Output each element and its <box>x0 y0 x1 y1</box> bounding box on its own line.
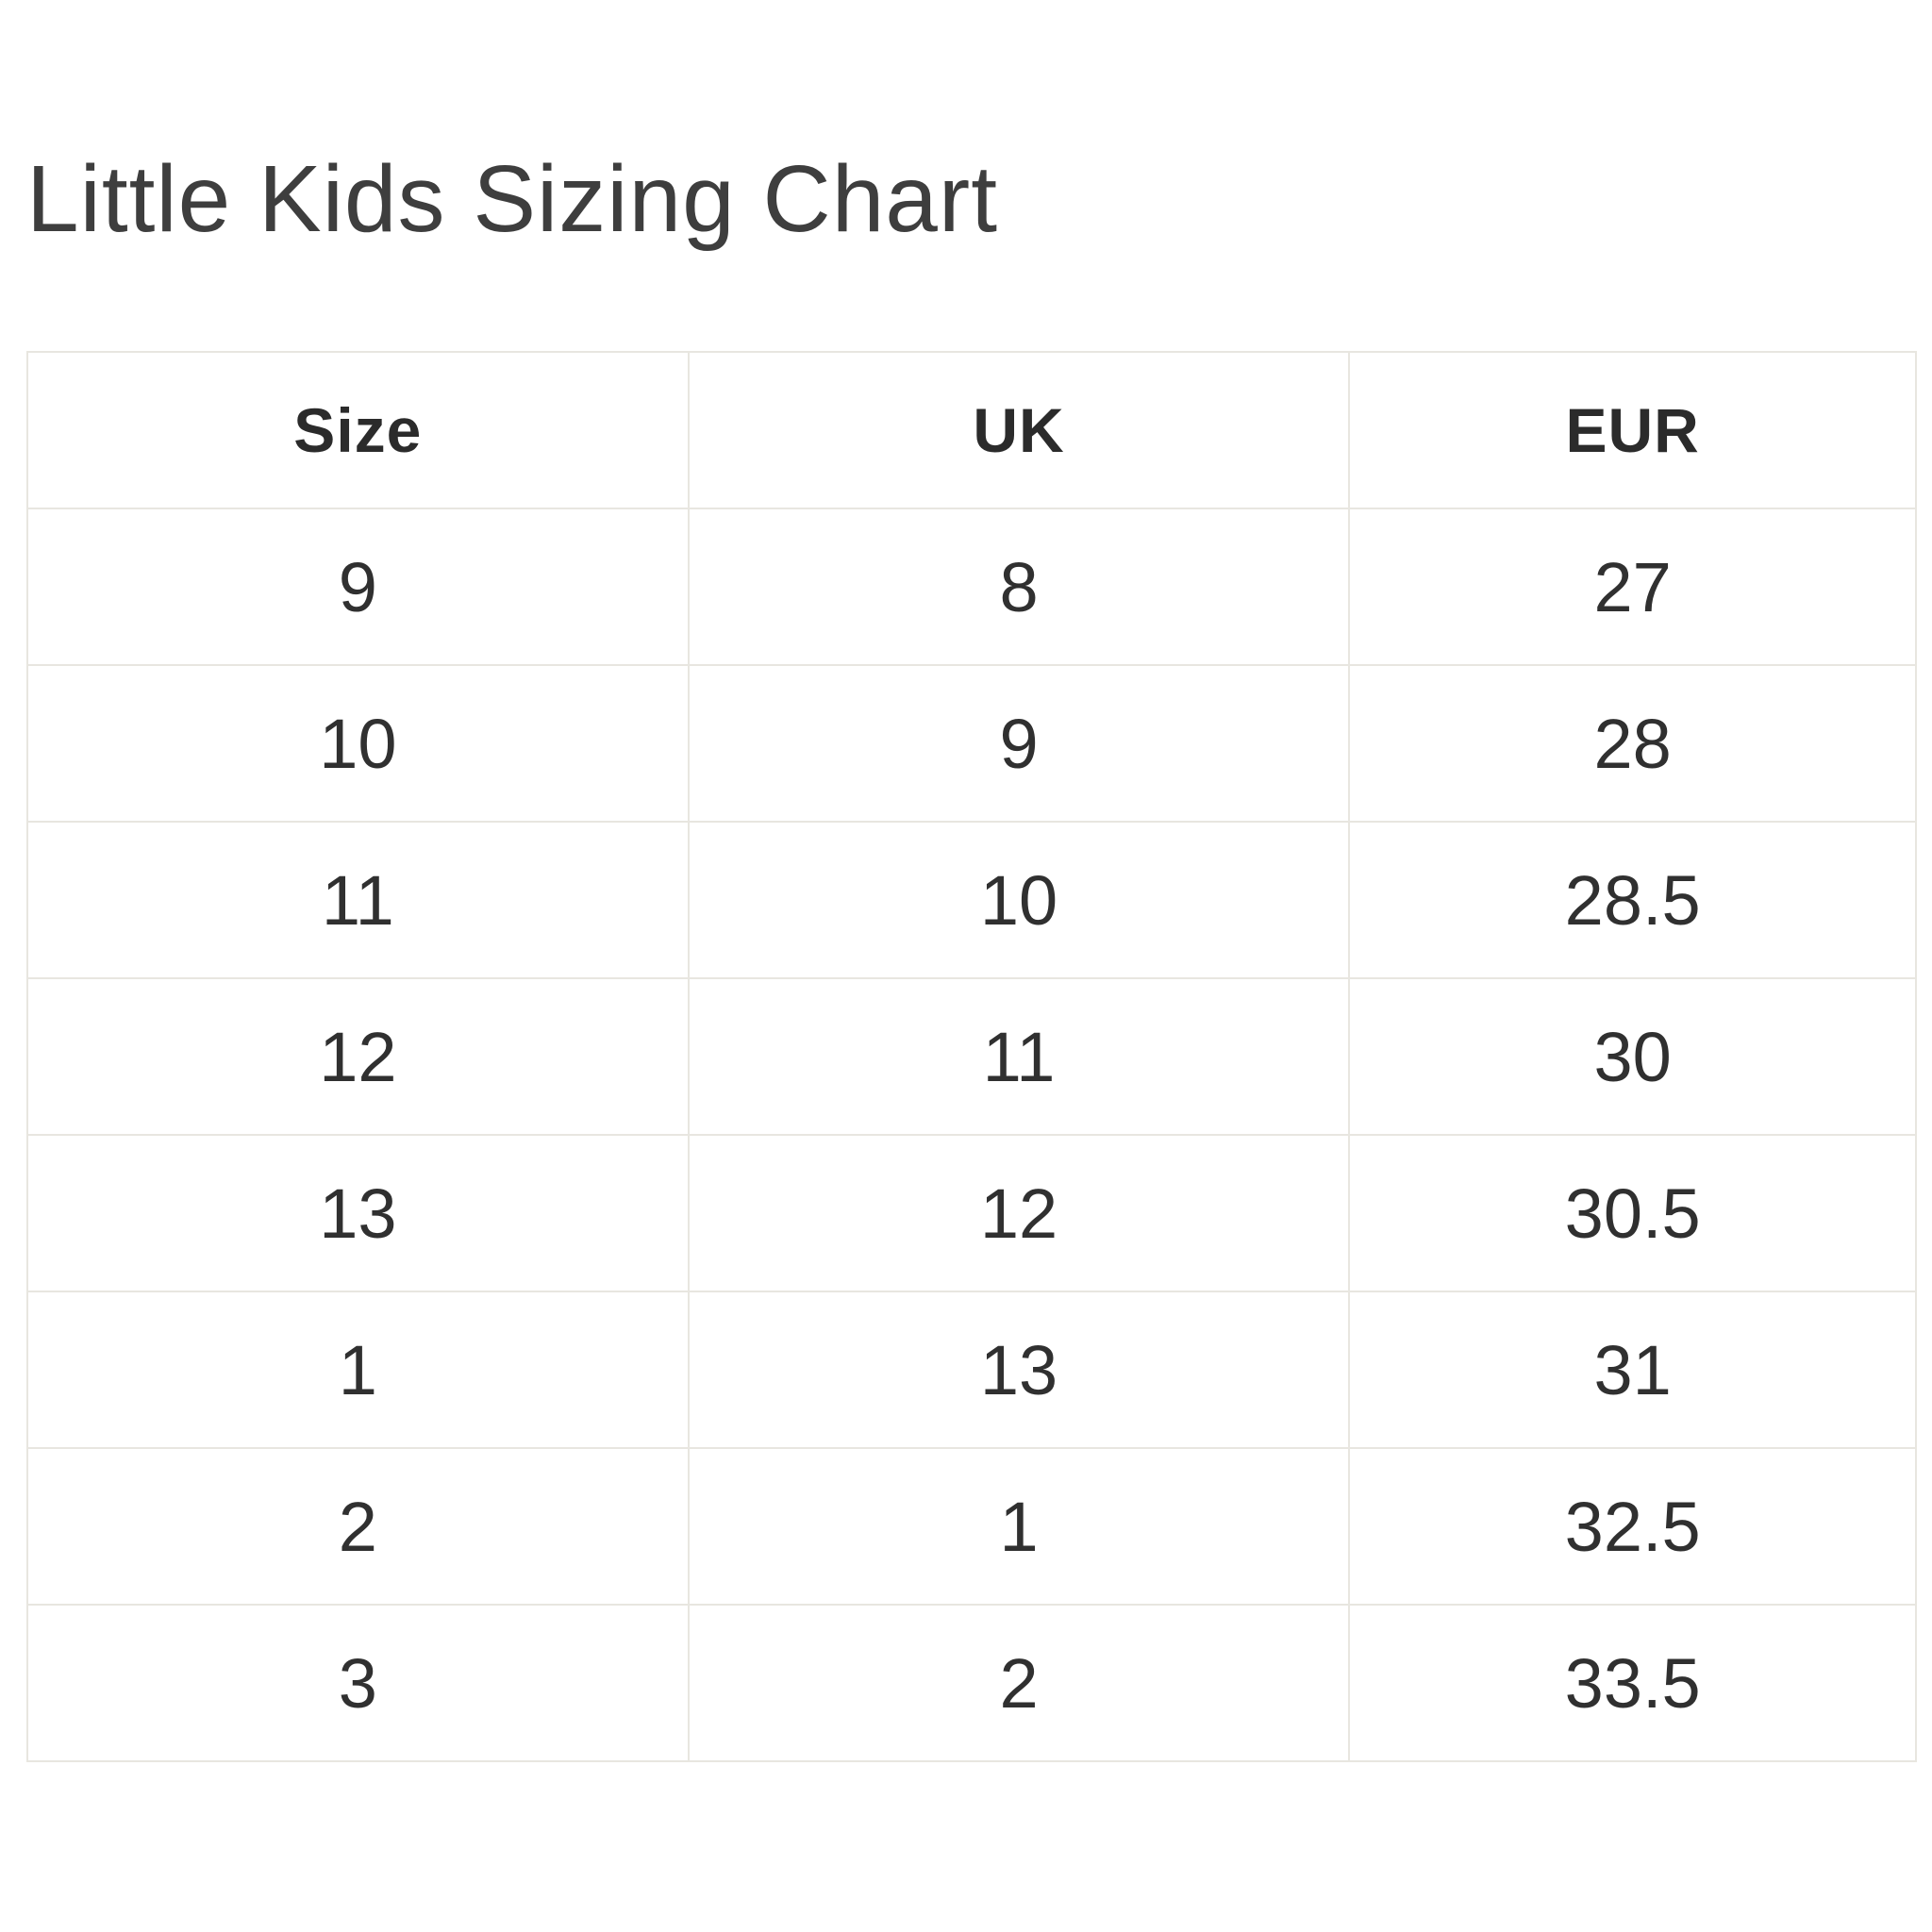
size-cell: 12 <box>26 977 690 1136</box>
uk-cell: 1 <box>687 1447 1351 1606</box>
eur-cell: 30 <box>1348 977 1917 1136</box>
size-cell: 3 <box>26 1604 690 1762</box>
uk-cell: 13 <box>687 1291 1351 1449</box>
table-row: 3 2 33.5 <box>26 1604 1917 1762</box>
sizing-table: Size UK EUR 9 8 27 10 9 28 11 10 28.5 12 11 30 13 12 30.… <box>26 351 1917 1762</box>
size-cell: 9 <box>26 508 690 666</box>
table-header: Size UK EUR <box>26 351 1917 509</box>
table-row: 9 8 27 <box>26 508 1917 666</box>
size-cell: 11 <box>26 821 690 979</box>
table-row: 12 11 30 <box>26 977 1917 1136</box>
sizing-chart-page: Little Kids Sizing Chart Size UK EUR 9 8 27 1… <box>0 149 1932 1932</box>
header-row: Size UK EUR <box>26 351 1917 509</box>
size-cell: 1 <box>26 1291 690 1449</box>
size-cell: 2 <box>26 1447 690 1606</box>
table-row: 1 13 31 <box>26 1291 1917 1449</box>
eur-cell: 33.5 <box>1348 1604 1917 1762</box>
uk-cell: 2 <box>687 1604 1351 1762</box>
eur-cell: 31 <box>1348 1291 1917 1449</box>
table-body: 9 8 27 10 9 28 11 10 28.5 12 11 30 13 12 30.5 1 13 31 2 1 32… <box>26 508 1917 1762</box>
page-title: Little Kids Sizing Chart <box>26 146 999 252</box>
uk-cell: 9 <box>687 664 1351 823</box>
column-header-size: Size <box>26 351 690 509</box>
eur-cell: 27 <box>1348 508 1917 666</box>
table-row: 2 1 32.5 <box>26 1447 1917 1606</box>
column-header-eur: EUR <box>1348 351 1917 509</box>
column-header-uk: UK <box>687 351 1351 509</box>
size-cell: 13 <box>26 1134 690 1292</box>
uk-cell: 8 <box>687 508 1351 666</box>
uk-cell: 10 <box>687 821 1351 979</box>
table-row: 11 10 28.5 <box>26 821 1917 979</box>
eur-cell: 32.5 <box>1348 1447 1917 1606</box>
table-row: 13 12 30.5 <box>26 1134 1917 1292</box>
uk-cell: 12 <box>687 1134 1351 1292</box>
eur-cell: 30.5 <box>1348 1134 1917 1292</box>
uk-cell: 11 <box>687 977 1351 1136</box>
table-row: 10 9 28 <box>26 664 1917 823</box>
eur-cell: 28 <box>1348 664 1917 823</box>
eur-cell: 28.5 <box>1348 821 1917 979</box>
size-cell: 10 <box>26 664 690 823</box>
